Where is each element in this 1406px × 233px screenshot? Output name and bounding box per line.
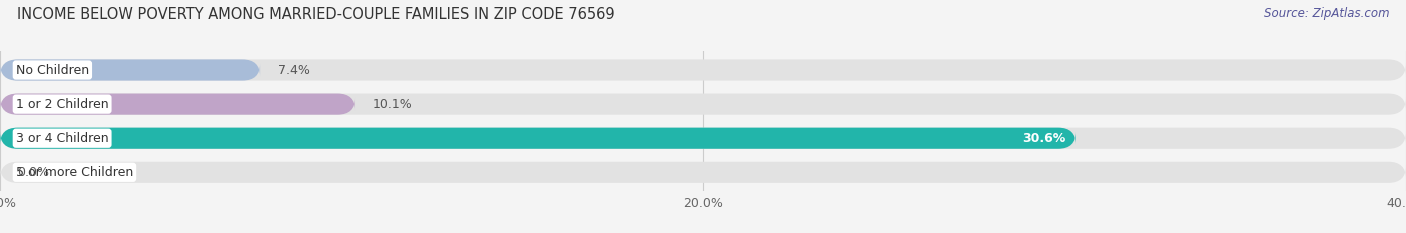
Text: 7.4%: 7.4%: [278, 64, 309, 76]
Text: 3 or 4 Children: 3 or 4 Children: [15, 132, 108, 145]
FancyBboxPatch shape: [0, 93, 1406, 115]
Text: No Children: No Children: [15, 64, 89, 76]
Text: 0.0%: 0.0%: [17, 166, 49, 179]
Text: Source: ZipAtlas.com: Source: ZipAtlas.com: [1264, 7, 1389, 20]
FancyBboxPatch shape: [0, 162, 1406, 183]
FancyBboxPatch shape: [0, 128, 1406, 149]
Text: 5 or more Children: 5 or more Children: [15, 166, 134, 179]
FancyBboxPatch shape: [0, 93, 354, 115]
FancyBboxPatch shape: [0, 128, 1076, 149]
Text: 10.1%: 10.1%: [373, 98, 412, 111]
FancyBboxPatch shape: [0, 59, 260, 81]
Text: INCOME BELOW POVERTY AMONG MARRIED-COUPLE FAMILIES IN ZIP CODE 76569: INCOME BELOW POVERTY AMONG MARRIED-COUPL…: [17, 7, 614, 22]
FancyBboxPatch shape: [0, 59, 1406, 81]
Text: 1 or 2 Children: 1 or 2 Children: [15, 98, 108, 111]
Text: 30.6%: 30.6%: [1022, 132, 1066, 145]
